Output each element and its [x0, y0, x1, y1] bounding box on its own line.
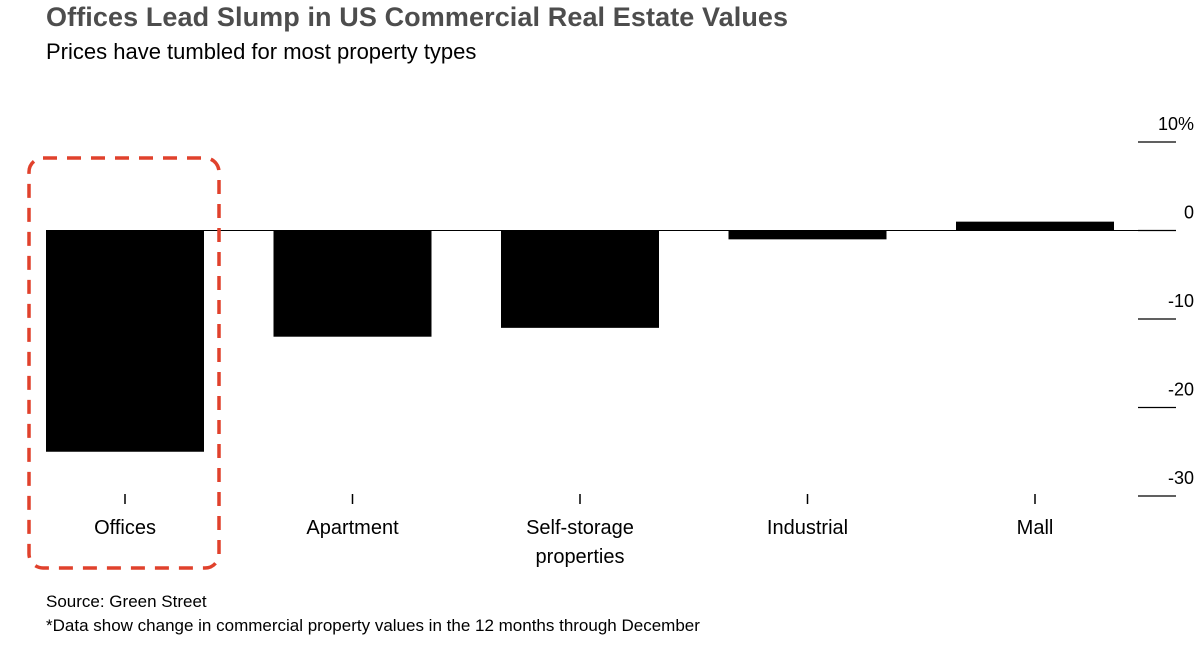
bar — [46, 230, 204, 452]
highlight-box — [27, 156, 221, 570]
category-label: Mall — [1017, 517, 1054, 539]
y-tick-label: 10% — [1158, 114, 1194, 134]
y-tick-label: -10 — [1168, 291, 1194, 311]
bar-chart: 10% 0 -10 -20 -30 Offices Apartment Self-storag… — [27, 114, 1194, 570]
chart-title: Offices Lead Slump in US Commercial Real… — [46, 2, 789, 32]
bar — [273, 230, 432, 337]
y-tick-label: 0 — [1184, 203, 1194, 223]
bar — [728, 230, 887, 240]
category-label: Apartment — [306, 517, 399, 539]
category-label: properties — [536, 546, 625, 568]
bar — [956, 221, 1114, 231]
category-label: Industrial — [767, 517, 848, 539]
chart-subtitle: Prices have tumbled for most property ty… — [46, 39, 477, 64]
category-label: Offices — [94, 517, 156, 539]
bar — [501, 230, 659, 328]
category-label: Self-storage — [526, 517, 634, 539]
y-tick-label: -30 — [1168, 468, 1194, 488]
y-tick-label: -20 — [1168, 380, 1194, 400]
source-note: Source: Green Street — [46, 592, 207, 611]
data-footnote: *Data show change in commercial property… — [46, 616, 700, 635]
